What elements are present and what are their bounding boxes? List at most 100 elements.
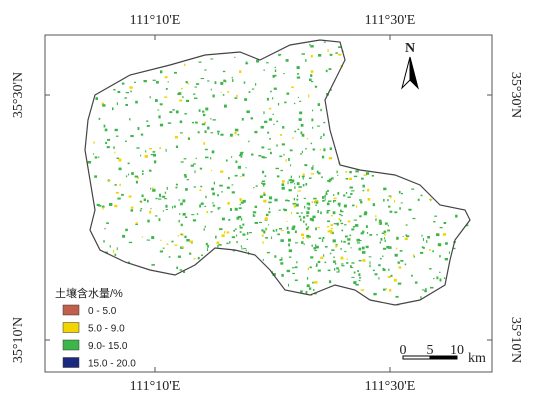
soil-pixel: [258, 155, 262, 157]
soil-pixel: [358, 279, 361, 282]
soil-pixel: [157, 198, 162, 200]
soil-pixel: [305, 291, 308, 294]
soil-pixel: [105, 141, 108, 145]
soil-pixel: [232, 79, 234, 82]
scale-label: 10: [450, 343, 464, 358]
soil-pixel: [244, 98, 248, 101]
soil-pixel: [243, 81, 246, 84]
soil-pixel: [397, 282, 402, 285]
soil-pixel: [283, 208, 286, 211]
soil-pixel: [290, 175, 293, 178]
soil-pixel: [327, 189, 329, 192]
soil-pixel: [250, 117, 254, 120]
soil-pixel: [234, 228, 237, 230]
soil-pixel: [301, 150, 304, 154]
soil-pixel: [378, 219, 382, 221]
soil-pixel: [455, 214, 458, 218]
soil-pixel: [369, 261, 371, 264]
soil-pixel: [150, 153, 153, 156]
soil-pixel: [319, 137, 322, 139]
soil-pixel: [298, 175, 300, 178]
soil-pixel: [414, 281, 418, 284]
soil-pixel: [131, 172, 134, 175]
soil-pixel: [162, 195, 166, 198]
soil-pixel: [253, 215, 256, 217]
soil-pixel: [439, 278, 442, 282]
soil-pixel: [339, 219, 342, 222]
soil-pixel: [294, 279, 298, 282]
soil-pixel: [331, 249, 335, 251]
soil-pixel: [430, 286, 434, 289]
soil-pixel: [135, 180, 138, 184]
soil-pixel: [140, 133, 144, 136]
soil-pixel: [314, 200, 319, 203]
soil-pixel: [166, 186, 168, 190]
soil-pixel: [362, 184, 365, 188]
soil-pixel: [444, 258, 449, 261]
soil-pixel: [330, 227, 333, 229]
soil-pixel: [242, 233, 246, 236]
soil-pixel: [305, 148, 308, 150]
soil-pixel: [400, 260, 404, 262]
soil-pixel: [175, 145, 179, 148]
soil-pixel: [128, 241, 133, 244]
soil-pixel: [212, 202, 214, 204]
soil-pixel: [346, 262, 349, 264]
soil-pixel: [381, 232, 385, 234]
soil-pixel: [167, 122, 172, 124]
soil-pixel: [206, 211, 209, 214]
scale-label: 0: [400, 343, 407, 358]
soil-pixel: [182, 96, 184, 98]
soil-pixel: [296, 66, 300, 70]
soil-pixel: [344, 235, 348, 238]
soil-pixel: [230, 208, 233, 211]
soil-pixel: [114, 204, 118, 208]
soil-pixel: [180, 202, 183, 205]
soil-pixel: [228, 177, 230, 180]
soil-pixel: [335, 52, 338, 54]
soil-pixel: [159, 147, 161, 150]
soil-pixel: [315, 204, 317, 206]
soil-pixel: [303, 216, 306, 219]
soil-pixel: [310, 45, 314, 48]
soil-pixel: [205, 107, 209, 111]
soil-pixel: [213, 181, 215, 185]
soil-pixel: [245, 249, 247, 252]
soil-pixel: [310, 70, 314, 73]
soil-pixel: [302, 236, 305, 240]
soil-pixel: [310, 142, 313, 145]
soil-pixel: [312, 281, 314, 284]
soil-pixel: [359, 277, 362, 279]
soil-pixel: [141, 170, 144, 172]
soil-pixel: [294, 230, 297, 234]
soil-pixel: [165, 204, 168, 208]
soil-pixel: [241, 118, 244, 121]
soil-pixel: [315, 244, 317, 247]
soil-pixel: [292, 137, 294, 139]
soil-pixel: [228, 219, 231, 221]
soil-pixel: [297, 128, 300, 131]
soil-pixel: [237, 134, 240, 136]
soil-pixel: [149, 210, 152, 214]
soil-pixel: [379, 241, 382, 244]
soil-pixel: [121, 82, 125, 85]
soil-pixel: [329, 252, 332, 255]
soil-pixel: [180, 161, 184, 163]
soil-pixel: [263, 193, 266, 196]
soil-pixel: [152, 187, 154, 190]
soil-pixel: [375, 218, 377, 222]
soil-pixels: [87, 41, 469, 306]
soil-pixel: [265, 227, 267, 231]
soil-pixel: [326, 202, 330, 206]
soil-pixel: [349, 171, 352, 174]
soil-pixel: [245, 167, 247, 169]
soil-pixel: [326, 211, 329, 214]
soil-pixel: [195, 157, 198, 159]
soil-pixel: [421, 289, 425, 291]
soil-pixel: [317, 226, 320, 229]
soil-pixel: [309, 218, 313, 221]
soil-pixel: [466, 224, 469, 227]
soil-pixel: [235, 160, 238, 164]
soil-pixel: [307, 237, 309, 240]
soil-pixel: [286, 269, 291, 273]
